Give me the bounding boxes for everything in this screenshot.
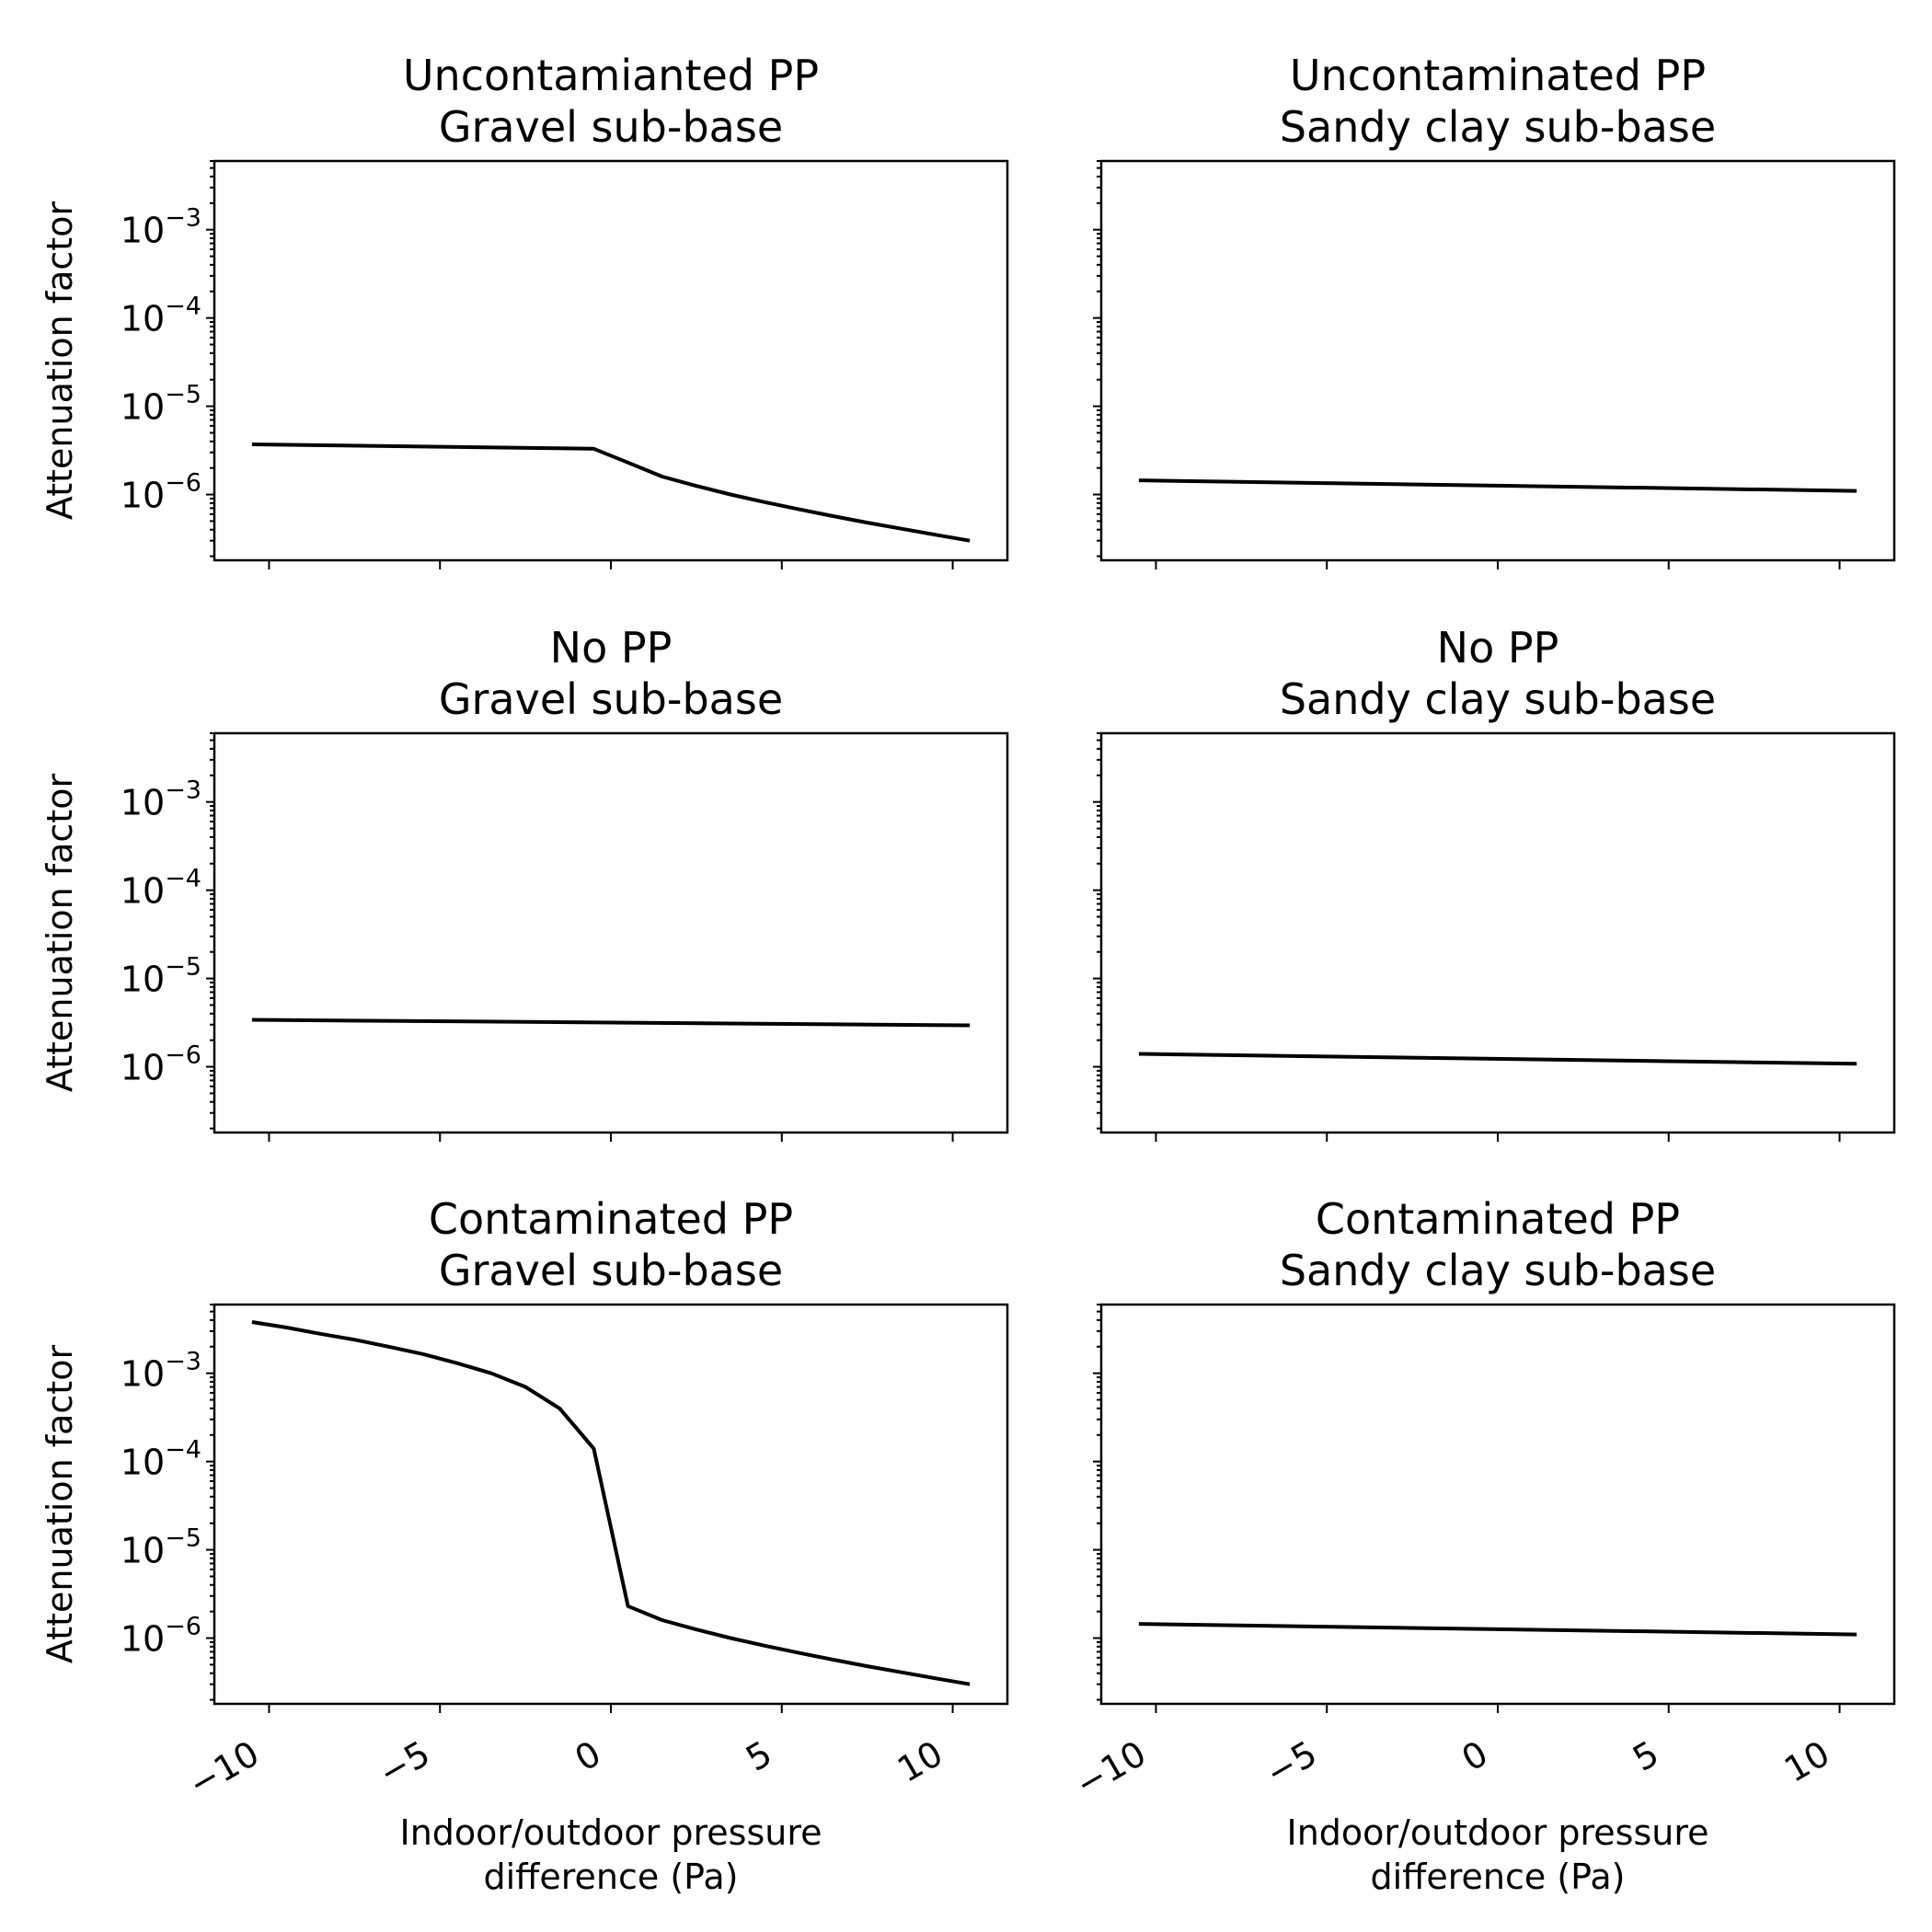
series-line <box>251 443 971 543</box>
x-axis-label-line: Indoor/outdoor pressure <box>1286 1812 1708 1853</box>
x-tick-label: 0 <box>569 1733 608 1779</box>
series-line <box>251 1320 971 1686</box>
plot-frame <box>1099 731 1896 1134</box>
y-axis-label: Attenuation factor <box>40 774 80 1093</box>
series-line <box>1138 1052 1857 1066</box>
series-line <box>251 1018 971 1028</box>
y-tick-label: 10−5 <box>121 1524 201 1571</box>
x-tick-label: −5 <box>372 1733 437 1794</box>
panel-title-line: Gravel sub-base <box>439 674 783 724</box>
panel-title-line: No PP <box>1437 623 1559 673</box>
x-tick-label: 5 <box>739 1733 778 1779</box>
panel-title-line: Gravel sub-base <box>439 1246 783 1295</box>
y-tick-label: 10−6 <box>121 1041 201 1088</box>
panel-title-line: Uncontaminated PP <box>1290 51 1706 100</box>
panel-title-line: Contaminated PP <box>1316 1194 1680 1244</box>
plot-frame <box>213 731 1009 1134</box>
y-axis-label: Attenuation factor <box>40 1345 80 1664</box>
panel-title-line: Contaminated PP <box>429 1194 793 1244</box>
y-tick-label: 10−4 <box>121 293 201 339</box>
y-tick-label: 10−5 <box>121 953 201 1000</box>
y-axis-label: Attenuation factor <box>40 201 80 521</box>
panel-title-line: Gravel sub-base <box>439 102 783 152</box>
y-tick-label: 10−4 <box>121 865 201 912</box>
x-tick-label: 10 <box>891 1733 949 1790</box>
panel-title-line: Sandy clay sub-base <box>1280 674 1716 724</box>
series-line <box>1138 1622 1857 1637</box>
panel-title-line: Sandy clay sub-base <box>1280 1246 1716 1295</box>
y-tick-label: 10−3 <box>121 204 201 251</box>
x-tick-label: −10 <box>1068 1733 1152 1805</box>
panel-title-line: Sandy clay sub-base <box>1280 102 1716 152</box>
panel-title-line: Uncontamianted PP <box>403 51 819 100</box>
x-axis-label-line: Indoor/outdoor pressure <box>399 1812 822 1853</box>
x-tick-label: −10 <box>181 1733 265 1805</box>
plot-frame <box>213 159 1009 562</box>
plot-frame <box>1099 1303 1896 1706</box>
y-tick-label: 10−3 <box>121 776 201 823</box>
y-tick-label: 10−3 <box>121 1348 201 1395</box>
y-tick-label: 10−5 <box>121 381 201 428</box>
x-tick-label: 5 <box>1626 1733 1665 1779</box>
y-tick-label: 10−4 <box>121 1436 201 1483</box>
y-tick-label: 10−6 <box>121 469 201 516</box>
x-axis-label-line: difference (Pa) <box>1371 1857 1626 1897</box>
plot-frame <box>213 1303 1009 1706</box>
series-line <box>1138 478 1857 493</box>
x-axis-label-line: difference (Pa) <box>484 1857 739 1897</box>
plot-frame <box>1099 159 1896 562</box>
y-tick-label: 10−6 <box>121 1613 201 1660</box>
x-tick-label: 10 <box>1777 1733 1836 1790</box>
panel-title-line: No PP <box>550 623 673 673</box>
x-tick-label: −5 <box>1259 1733 1324 1794</box>
x-tick-label: 0 <box>1455 1733 1495 1779</box>
